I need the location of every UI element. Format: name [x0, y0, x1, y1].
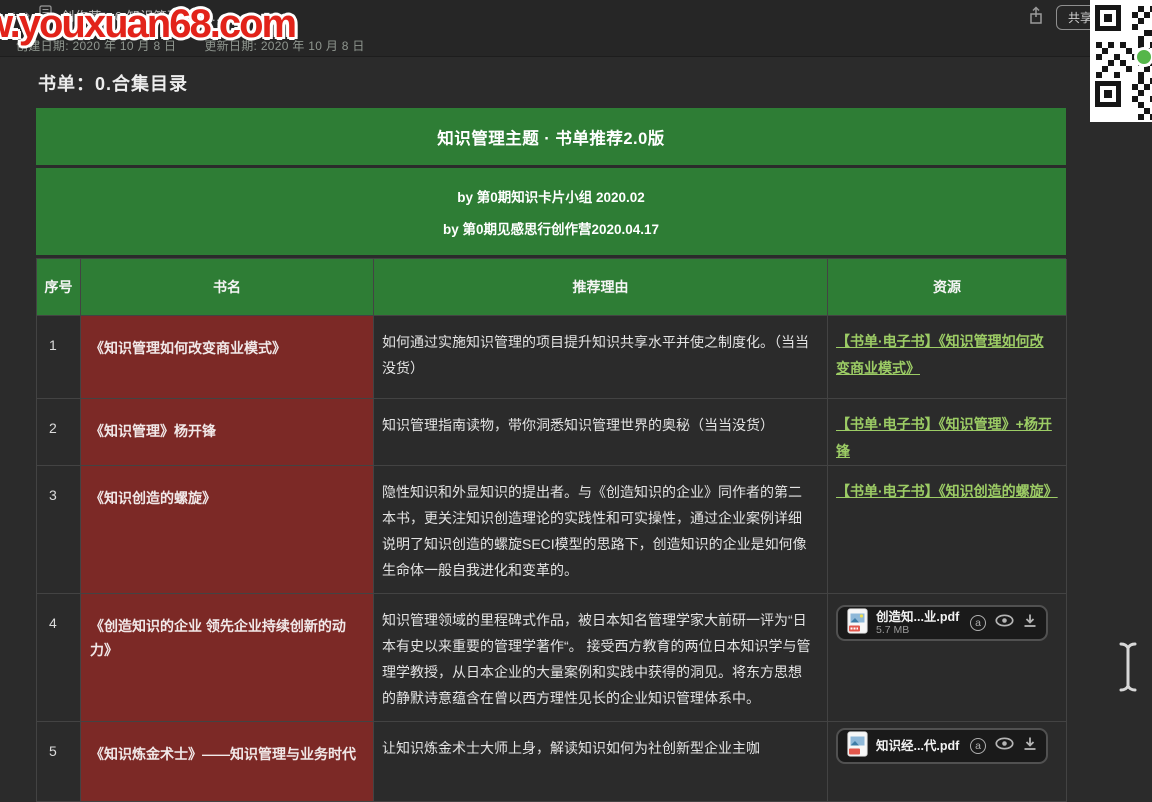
preview-eye-icon[interactable]: [995, 614, 1014, 632]
table-header-row: 序号 书名 推荐理由 资源: [37, 259, 1067, 316]
row-seq: 1: [37, 316, 81, 399]
annotate-icon[interactable]: a: [970, 738, 986, 754]
annotate-icon[interactable]: a: [970, 615, 986, 631]
document-meta: 创建日期: 2020 年 10 月 8 日 更新日期: 2020 年 10 月 …: [16, 37, 365, 54]
pdf-file-icon: [847, 730, 868, 762]
preview-eye-icon[interactable]: [995, 737, 1014, 755]
book-title-cell: 《知识管理如何改变商业模式》: [81, 316, 374, 399]
banner-byline-1: by 第0期知识卡片小组 2020.02: [457, 189, 645, 205]
forward-icon[interactable]: ›: [24, 5, 31, 24]
resource-link[interactable]: 【书单·电子书】《知识管理如何改变商业模式》: [836, 333, 1044, 376]
book-title-cell: 《知识炼金术士》——知识管理与业务时代: [81, 722, 374, 802]
document-icon: [39, 5, 52, 25]
header-book: 书名: [81, 259, 374, 316]
header-reason: 推荐理由: [374, 259, 828, 316]
qr-center-logo: [1134, 47, 1152, 67]
pdf-file-size: 5.7 MB: [876, 624, 910, 637]
watermark-text: w.youxuan68.com: [0, 2, 297, 46]
reason-cell: 隐性知识和外显知识的提出者。与《创造知识的企业》同作者的第二本书，更关注知识创造…: [374, 466, 828, 594]
table-row: 2 《知识管理》杨开锋 知识管理指南读物，带你洞悉知识管理世界的奥秘（当当没货）…: [37, 399, 1067, 466]
qr-code: [1090, 0, 1152, 122]
updated-date: 更新日期: 2020 年 10 月 8 日: [204, 39, 365, 53]
created-date: 创建日期: 2020 年 10 月 8 日: [16, 39, 177, 53]
header-seq: 序号: [37, 259, 81, 316]
row-seq: 3: [37, 466, 81, 594]
qr-finder-top-left: [1095, 5, 1121, 31]
breadcrumb-text[interactable]: 创作营 · 0.知识管理 · 合…: [61, 8, 221, 24]
resource-link[interactable]: 【书单·电子书】《知识创造的螺旋》: [836, 483, 1058, 499]
table-row: 3 《知识创造的螺旋》 隐性知识和外显知识的提出者。与《创造知识的企业》同作者的…: [37, 466, 1067, 594]
resource-link[interactable]: 【书单·电子书】《知识管理》+杨开锋: [836, 416, 1052, 459]
row-seq: 2: [37, 399, 81, 466]
table-row: 5 《知识炼金术士》——知识管理与业务时代 让知识炼金术士大师上身，解读知识如何…: [37, 722, 1067, 802]
row-seq: 5: [37, 722, 81, 802]
banner-byline-2: by 第0期见感思行创作营2020.04.17: [442, 221, 660, 237]
reason-cell: 如何通过实施知识管理的项目提升知识共享水平并使之制度化。（当当没货）: [374, 316, 828, 399]
table-row: 1 《知识管理如何改变商业模式》 如何通过实施知识管理的项目提升知识共享水平并使…: [37, 316, 1067, 399]
breadcrumb: ‹ › 创作营 · 0.知识管理 · 合…: [10, 4, 221, 26]
banner-bylines: by 第0期知识卡片小组 2020.02 by 第0期见感思行创作营2020.0…: [36, 168, 1066, 255]
text-cursor-ibeam: [1118, 641, 1138, 698]
document-content: 知识管理主题 · 书单推荐2.0版 by 第0期知识卡片小组 2020.02 b…: [36, 108, 1067, 802]
book-table: 序号 书名 推荐理由 资源 1 《知识管理如何改变商业模式》 如何通过实施知识管…: [36, 258, 1067, 802]
pdf-file-name: 知识经...代.pdf: [876, 738, 960, 753]
qr-finder-bottom-left: [1095, 81, 1121, 107]
download-icon[interactable]: [1023, 736, 1037, 756]
banner-title: 知识管理主题 · 书单推荐2.0版: [36, 108, 1066, 165]
pdf-attachment-card[interactable]: 创造知...业.pdf 5.7 MB a: [836, 605, 1048, 641]
reason-cell: 知识管理指南读物，带你洞悉知识管理世界的奥秘（当当没货）: [374, 399, 828, 466]
reason-cell: 知识管理领域的里程碑式作品，被日本知名管理学家大前研一评为“日本有史以来重要的管…: [374, 594, 828, 722]
table-row: 4 《创造知识的企业 领先企业持续创新的动力》 知识管理领域的里程碑式作品，被日…: [37, 594, 1067, 722]
book-title-cell: 《创造知识的企业 领先企业持续创新的动力》: [81, 594, 374, 722]
pdf-file-icon: [847, 607, 868, 639]
back-icon[interactable]: ‹: [10, 5, 16, 24]
top-toolbar: ‹ › 创作营 · 0.知识管理 · 合… 共享 创建日期: 2020 年 10…: [0, 0, 1152, 57]
book-title-cell: 《知识创造的螺旋》: [81, 466, 374, 594]
pdf-attachment-card[interactable]: 知识经...代.pdf a: [836, 728, 1048, 764]
pdf-file-name: 创造知...业.pdf: [876, 609, 960, 624]
share-icon[interactable]: [1028, 5, 1044, 30]
download-icon[interactable]: [1023, 613, 1037, 633]
row-seq: 4: [37, 594, 81, 722]
book-title-cell: 《知识管理》杨开锋: [81, 399, 374, 466]
reason-cell: 让知识炼金术士大师上身，解读知识如何为社创新型企业主咖: [374, 722, 828, 802]
page-title: 书单：0.合集目录: [38, 74, 189, 94]
header-resource: 资源: [828, 259, 1067, 316]
